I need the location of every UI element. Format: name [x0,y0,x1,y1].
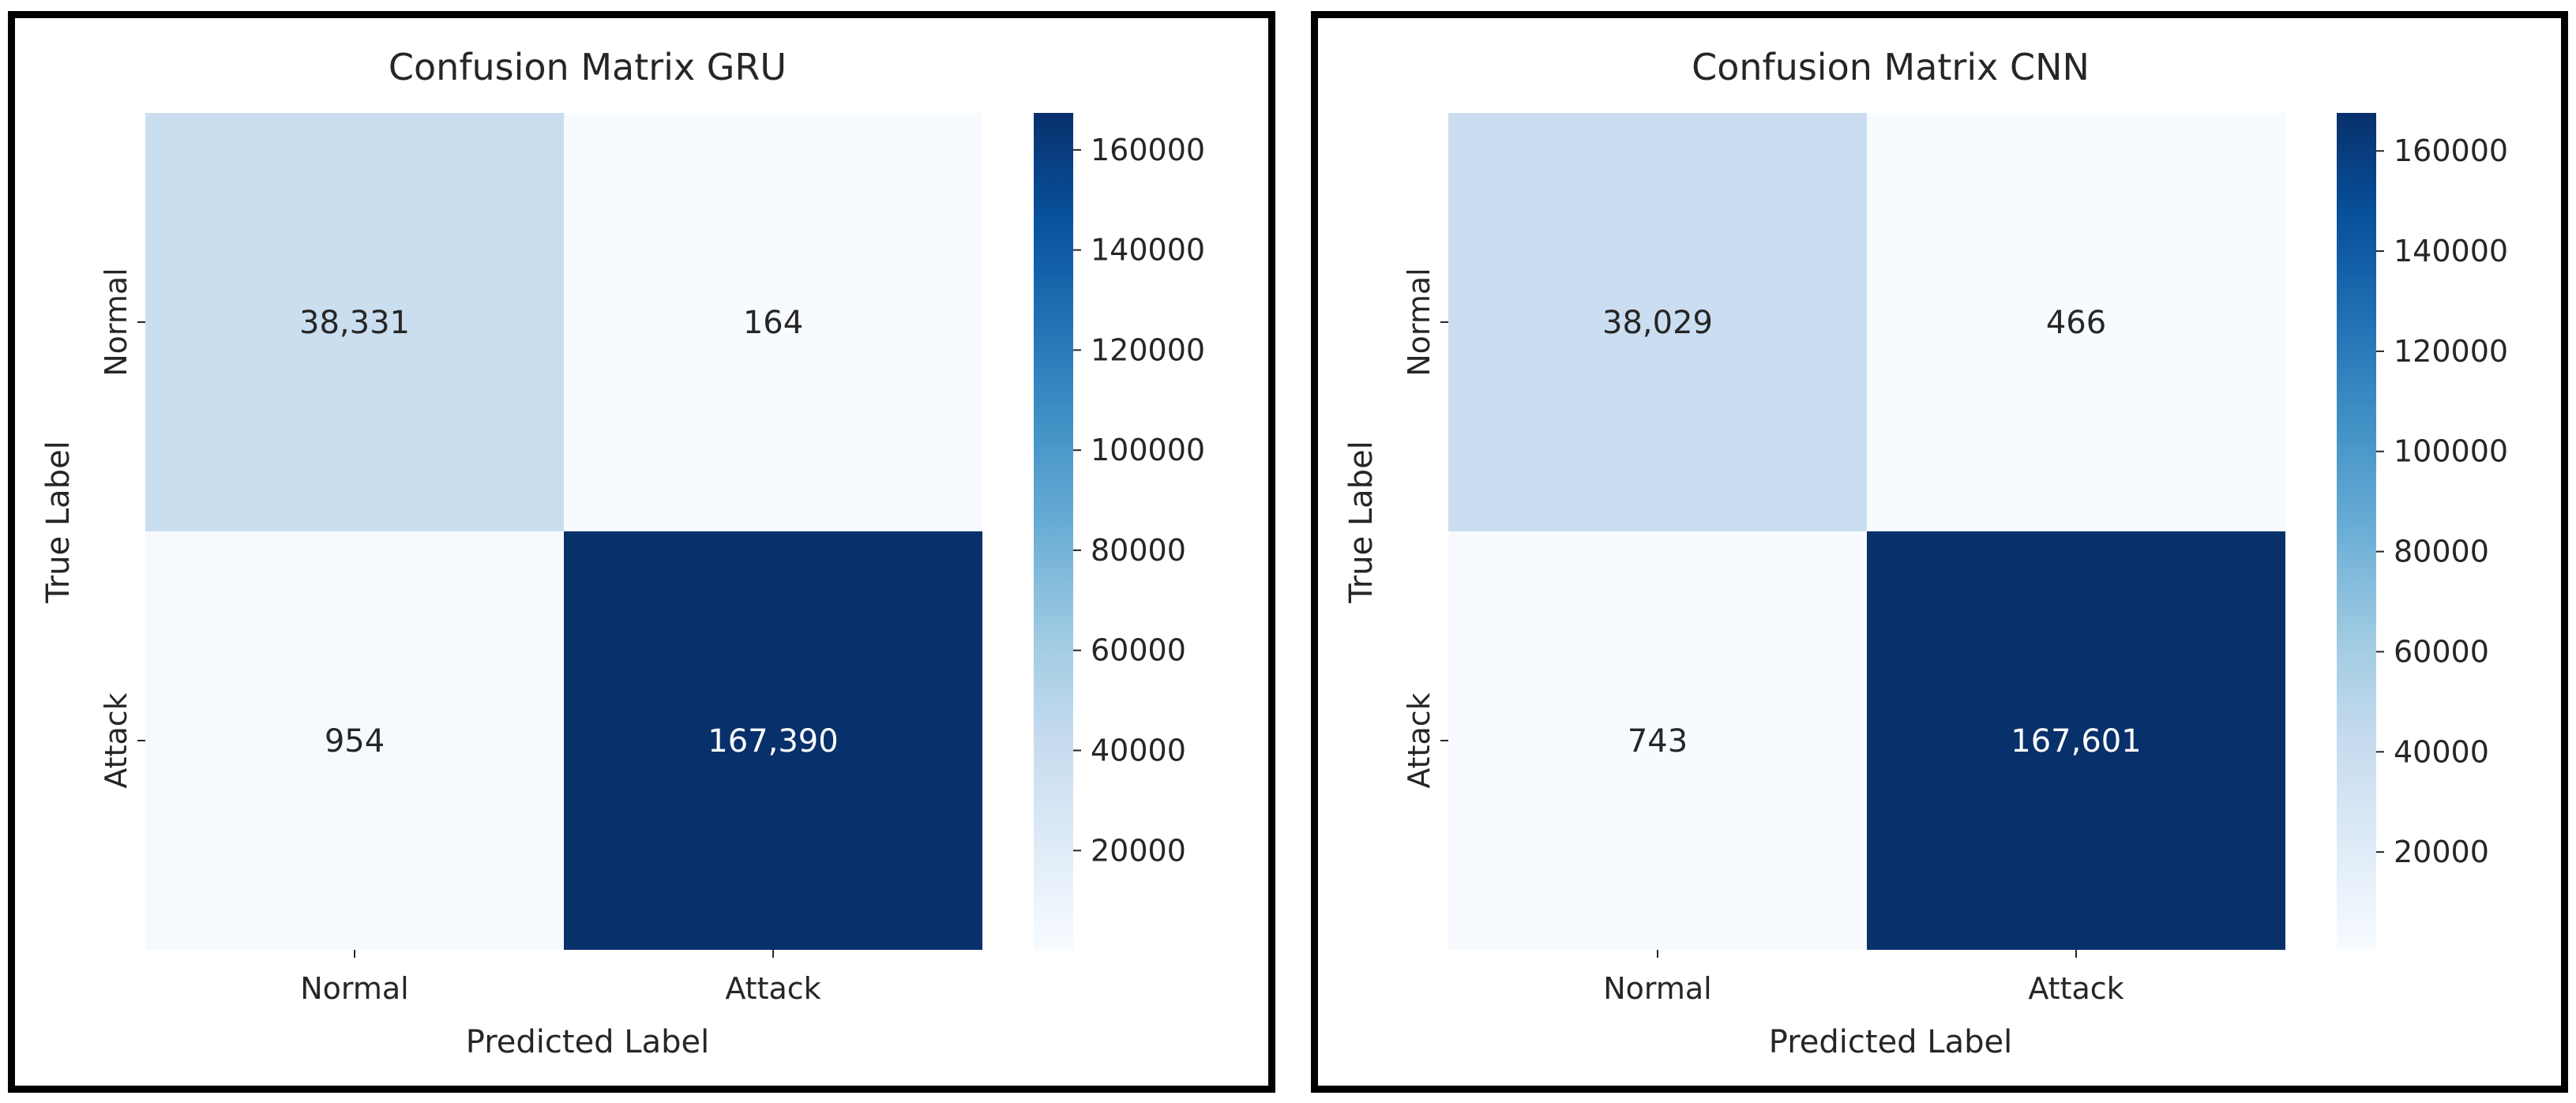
colorbar-tick-label: 160000 [2394,133,2508,168]
colorbar-tick-label: 120000 [1091,332,1205,367]
heatmap-cell-attack-attack [1867,531,2285,950]
x-tick-label: Normal [300,971,409,1006]
heatmap-cell-attack-normal [1448,531,1867,950]
colorbar-tick-label: 140000 [2394,234,2508,268]
colorbar-tick-label: 80000 [1091,533,1186,568]
confusion-matrix-panel-cnn: Confusion Matrix CNN True Label Predicte… [1311,11,2568,1093]
x-tick-label: Attack [2028,971,2124,1006]
cell-value-label: 164 [743,305,803,341]
heatmap-cell-normal-normal [1448,113,1867,531]
y-tick-label: Attack [99,692,133,788]
cell-value-label: 38,331 [299,305,410,341]
x-tick-label: Attack [725,971,820,1006]
y-tick-label: Normal [1402,268,1436,377]
y-tick-label: Normal [99,268,133,377]
colorbar-tick-label: 100000 [2394,434,2508,469]
y-axis-label: True Label [40,441,77,604]
colorbar-tick-label: 20000 [2394,835,2489,869]
colorbar-tick-label: 100000 [1091,433,1205,467]
colorbar-tick-label: 160000 [1091,133,1205,167]
x-tick-label: Normal [1603,971,1712,1006]
confusion-matrix-gru-chart: Confusion Matrix GRU True Label Predicte… [40,46,1205,1060]
chart-title: Confusion Matrix GRU [389,46,787,88]
colorbar [1034,113,1073,950]
colorbar-tick-label: 140000 [1091,233,1205,268]
x-axis-label: Predicted Label [1769,1024,2012,1060]
colorbar [2337,113,2376,950]
chart-title: Confusion Matrix CNN [1692,46,2090,88]
colorbar-tick-label: 60000 [1091,633,1186,668]
confusion-matrix-panel-gru: Confusion Matrix GRU True Label Predicte… [8,11,1275,1093]
colorbar-tick-label: 40000 [1091,733,1186,767]
heatmap-cell-attack-normal [145,531,564,950]
cell-value-label: 743 [1628,723,1688,760]
cell-value-label: 167,601 [2011,723,2141,760]
colorbar-tick-label: 20000 [1091,833,1186,868]
colorbar-tick-label: 60000 [2394,634,2489,669]
cell-value-label: 954 [325,723,385,760]
heatmap-cell-attack-attack [564,531,982,950]
colorbar-tick-label: 80000 [2394,535,2489,569]
heatmap-cell-normal-attack [564,113,982,531]
colorbar-tick-label: 120000 [2394,334,2508,369]
heatmap-cell-normal-attack [1867,113,2285,531]
colorbar-tick-label: 40000 [2394,734,2489,769]
y-axis-label: True Label [1343,441,1380,604]
y-tick-label: Attack [1402,692,1436,788]
cell-value-label: 466 [2046,305,2106,341]
heatmap-cell-normal-normal [145,113,564,531]
cell-value-label: 167,390 [708,723,838,760]
cell-value-label: 38,029 [1602,305,1713,341]
x-axis-label: Predicted Label [466,1024,709,1060]
confusion-matrix-cnn-chart: Confusion Matrix CNN True Label Predicte… [1343,46,2508,1060]
